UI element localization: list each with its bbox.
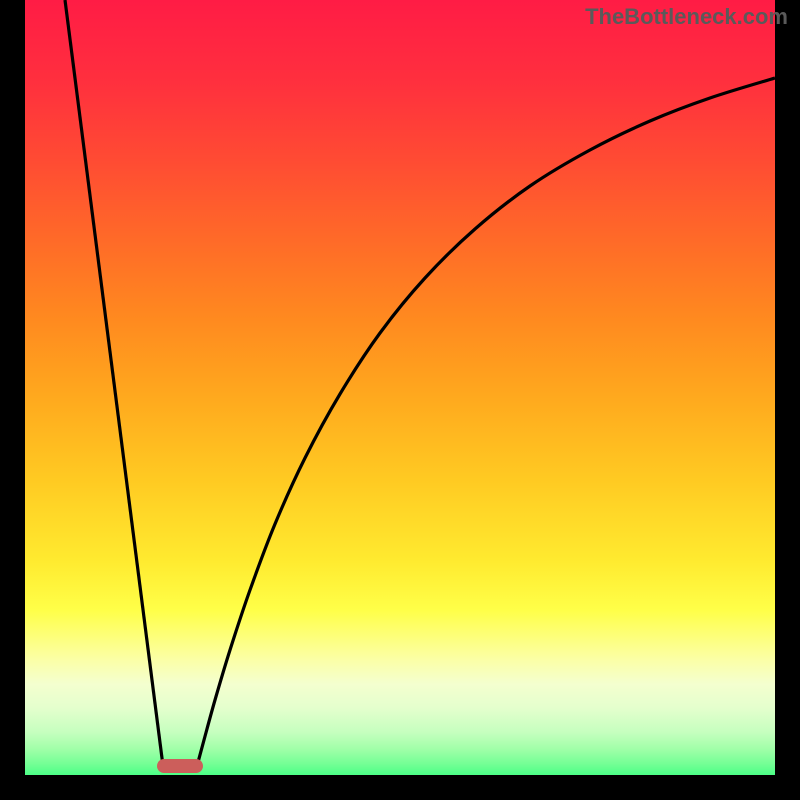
optimal-marker — [157, 759, 203, 773]
border-right — [775, 0, 800, 800]
chart-container: TheBottleneck.com — [0, 0, 800, 800]
border-bottom — [0, 775, 800, 800]
gradient-background — [0, 0, 800, 800]
bottleneck-chart — [0, 0, 800, 800]
watermark-text: TheBottleneck.com — [585, 4, 788, 30]
border-left — [0, 0, 25, 800]
